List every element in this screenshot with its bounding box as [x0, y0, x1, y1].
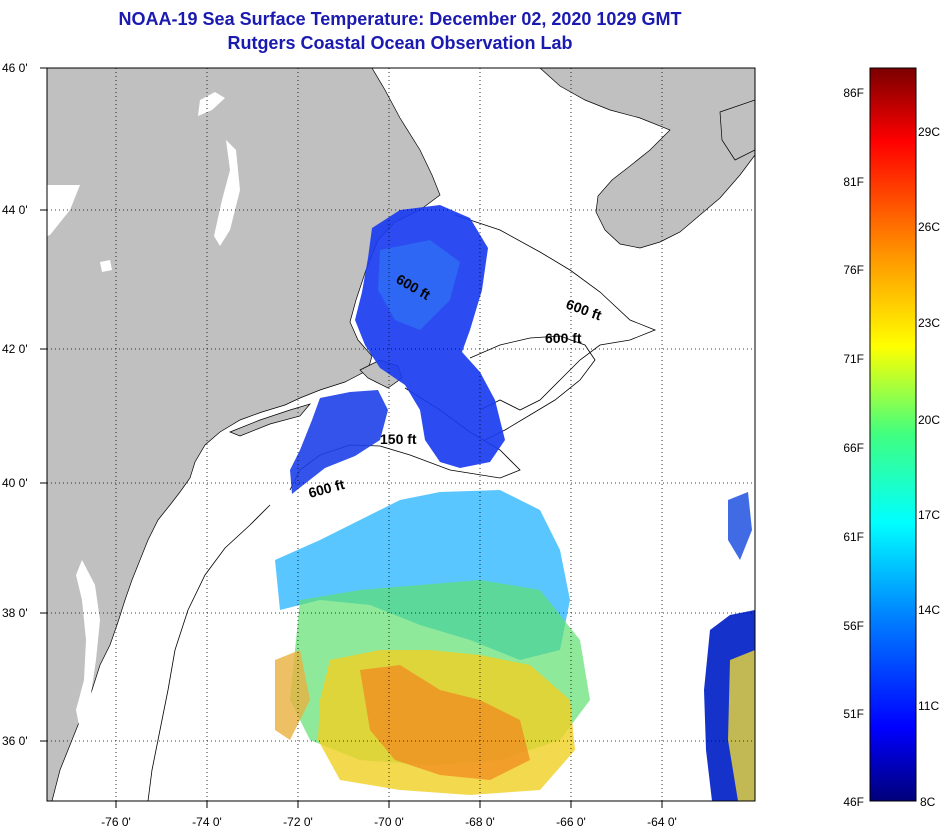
colorbar-c-label: 11C	[918, 699, 939, 713]
colorbar-f-label: 76F	[843, 263, 864, 277]
lon-label: -66 0'	[556, 815, 586, 829]
colorbar-c-label: 29C	[918, 125, 940, 139]
lake	[198, 92, 225, 116]
colorbar-f-label: 46F	[843, 795, 864, 809]
axis-ticks	[40, 67, 663, 808]
colorbar-f-label: 66F	[843, 441, 864, 455]
lat-label: 46 0'	[2, 61, 28, 75]
colorbar-f-label: 51F	[843, 707, 864, 721]
lon-label: -70 0'	[374, 815, 404, 829]
map-frame	[46, 67, 756, 802]
contour-label: 150 ft	[380, 431, 417, 447]
colorbar-f-label: 56F	[843, 619, 864, 633]
lon-label: -74 0'	[192, 815, 222, 829]
chesapeake-bay	[76, 560, 100, 730]
colorbar-c-label: 20C	[918, 413, 940, 427]
land-cape-breton	[719, 99, 755, 161]
colorbar-f-label: 81F	[843, 175, 864, 189]
lake	[47, 185, 80, 236]
sst-inner-blue	[378, 240, 460, 330]
colorbar-f-label: 86F	[843, 86, 864, 100]
colorbar-c-label: 17C	[918, 508, 940, 522]
colorbar-c-label: 23C	[918, 316, 940, 330]
lake	[100, 260, 112, 272]
lon-label: -64 0'	[647, 815, 677, 829]
contour-600ft-shelf	[147, 504, 271, 801]
lake	[214, 140, 240, 246]
sst-east-strip-yellow	[728, 650, 755, 801]
lat-label: 36 0'	[2, 734, 28, 748]
temperature-colorbar	[869, 67, 917, 802]
colorbar-f-label: 61F	[843, 530, 864, 544]
lat-label: 38 0'	[2, 606, 28, 620]
map-title: NOAA-19 Sea Surface Temperature: Decembe…	[118, 9, 682, 29]
lon-label: -76 0'	[101, 815, 131, 829]
colorbar-c-label: 8C	[920, 795, 936, 809]
land-long-island	[229, 403, 312, 437]
lat-label: 44 0'	[2, 203, 28, 217]
colorbar-c-label: 14C	[918, 603, 940, 617]
sst-nantucket-shoals	[290, 390, 388, 494]
lon-label: -68 0'	[465, 815, 495, 829]
colorbar-c-label: 26C	[918, 220, 940, 234]
lat-label: 42 0'	[2, 342, 28, 356]
land-nova-scotia	[539, 68, 755, 249]
sst-east-north	[728, 492, 752, 560]
sst-offshore-orange	[360, 665, 530, 780]
contour-600ft-georges	[469, 335, 596, 441]
map-subtitle: Rutgers Coastal Ocean Observation Lab	[227, 33, 573, 53]
contour-600ft-gulf	[454, 214, 657, 411]
sst-offshore-south	[275, 650, 310, 740]
lat-label: 40 0'	[2, 476, 28, 490]
contour-label: 600 ft	[545, 330, 582, 346]
colorbar-f-label: 71F	[843, 352, 864, 366]
lon-label: -72 0'	[283, 815, 313, 829]
